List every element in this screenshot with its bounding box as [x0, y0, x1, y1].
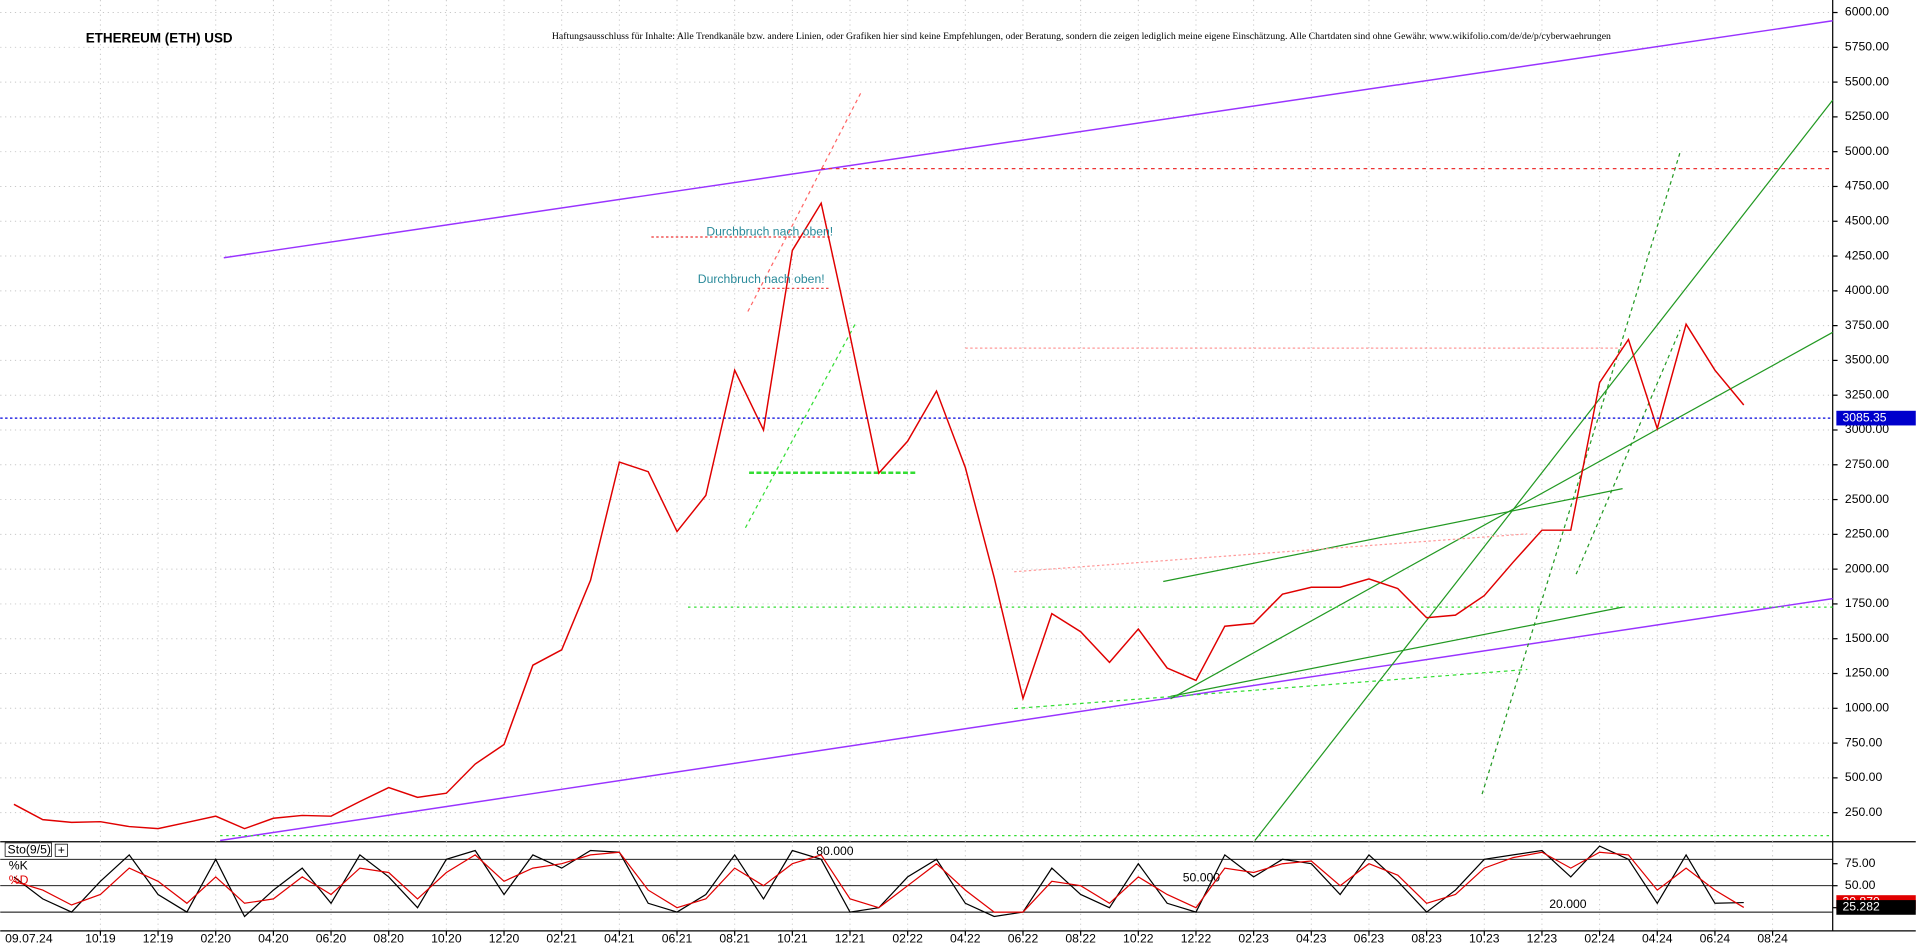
x-tick-label: 08.23 [1411, 932, 1442, 946]
y-tick-label: 2750.00 [1845, 457, 1889, 471]
x-tick-label: 12.21 [835, 932, 866, 946]
date-label: 09.07.24 [5, 932, 53, 946]
y-tick-label: 3750.00 [1845, 318, 1889, 332]
y-tick-label: 4250.00 [1845, 248, 1889, 262]
y-tick-label: 3500.00 [1845, 353, 1889, 367]
chart-title: ETHEREUM (ETH) USD [86, 31, 233, 46]
trend-line [1014, 668, 1528, 710]
marks: 10.19 12.19 02.20 04.20 06.20 08.20 10.20 12.20… [0, 5, 1916, 946]
trend-line [1163, 488, 1623, 583]
y-tick-label: 250.00 [1845, 805, 1883, 819]
x-tick-label: 02.23 [1238, 932, 1269, 946]
y-tick-label: 750.00 [1845, 735, 1883, 749]
y-tick-label: 5750.00 [1845, 40, 1889, 54]
y-tick-label: 500.00 [1845, 770, 1883, 784]
y-tick-label: 5250.00 [1845, 109, 1889, 123]
x-tick-label: 02.21 [546, 932, 577, 946]
x-tick-label: 08.22 [1065, 932, 1096, 946]
y-tick-label: 75.00 [1845, 856, 1876, 870]
x-tick-label: 12.20 [489, 932, 520, 946]
y-tick-label: 1500.00 [1845, 631, 1889, 645]
y-tick-label: 3000.00 [1845, 422, 1889, 436]
x-tick-label: 06.24 [1700, 932, 1731, 946]
x-tick-label: 04.22 [950, 932, 981, 946]
x-tick-label: 12.22 [1181, 932, 1212, 946]
x-tick-label: 06.23 [1354, 932, 1385, 946]
y-tick-label: 2000.00 [1845, 561, 1889, 575]
trend-line [220, 597, 1833, 842]
trend-line [1254, 99, 1834, 841]
trend-line [223, 20, 1833, 259]
y-tick-label: 2250.00 [1845, 527, 1889, 541]
data-line [13, 851, 1745, 913]
indicator-title: Sto(9/5) [8, 842, 51, 856]
disclaimer: Haftungsausschluss für Inhalte: Alle Tre… [552, 31, 1611, 42]
x-tick-label: 08.21 [719, 932, 750, 946]
trend-line [1170, 606, 1623, 697]
x-tick-label: 02.20 [200, 932, 231, 946]
x-tick-label: 10.22 [1123, 932, 1154, 946]
x-tick-label: 10.19 [85, 932, 116, 946]
y-tick-label: 1000.00 [1845, 701, 1889, 715]
annotation: Durchbruch nach oben! [706, 224, 833, 238]
x-tick-label: 08.24 [1757, 932, 1788, 946]
trend-line [1575, 329, 1681, 575]
legend-label: %K [9, 858, 28, 872]
y-tick-label: 4000.00 [1845, 283, 1889, 297]
x-tick-label: 10.21 [777, 932, 808, 946]
x-tick-label: 02.24 [1584, 932, 1615, 946]
trend-lines [220, 20, 1834, 842]
data-line [13, 201, 1745, 830]
expand-icon: + [58, 843, 65, 857]
x-tick-label: 04.21 [604, 932, 635, 946]
y-tick-label: 2500.00 [1845, 492, 1889, 506]
indicator-box [4, 842, 52, 857]
x-tick-label: 12.23 [1527, 932, 1558, 946]
x-tick-label: 04.23 [1296, 932, 1327, 946]
x-tick-label: 04.20 [258, 932, 289, 946]
x-tick-label: 06.21 [662, 932, 693, 946]
x-tick-label: 10.23 [1469, 932, 1500, 946]
x-tick-label: 08.20 [373, 932, 404, 946]
y-tick-label: 1750.00 [1845, 596, 1889, 610]
y-tick-label: 3250.00 [1845, 387, 1889, 401]
x-tick-label: 10.20 [431, 932, 462, 946]
x-tick-label: 06.22 [1008, 932, 1039, 946]
legend-label: %D [9, 873, 29, 887]
expand-button[interactable] [54, 843, 68, 857]
x-tick-label: 02.22 [892, 932, 923, 946]
current-label: 25.282 [1842, 900, 1880, 914]
trend-line [747, 91, 863, 312]
price-tag [1836, 410, 1916, 426]
trend-line [1481, 152, 1681, 795]
x-tick-label: 06.20 [316, 932, 347, 946]
x-tick-label: 04.24 [1642, 932, 1673, 946]
x-tick-label: 12.19 [143, 932, 174, 946]
y-tick-label: 5000.00 [1845, 144, 1889, 158]
y-tick-label: 6000.00 [1845, 5, 1889, 19]
y-tick-label: 4500.00 [1845, 213, 1889, 227]
trend-line [1170, 331, 1833, 700]
annotation: Durchbruch nach oben! [698, 272, 825, 286]
grid [0, 0, 1833, 930]
y-tick-label: 50.00 [1845, 878, 1876, 892]
y-tick-label: 5500.00 [1845, 74, 1889, 88]
level-label: 80.000 [816, 844, 854, 858]
y-tick-label: 4750.00 [1845, 179, 1889, 193]
current-tag [1836, 900, 1916, 915]
price-label: 3085.35 [1842, 410, 1886, 424]
level-label: 20.000 [1549, 897, 1587, 911]
y-tick-label: 1250.00 [1845, 666, 1889, 680]
trend-line [744, 323, 856, 529]
